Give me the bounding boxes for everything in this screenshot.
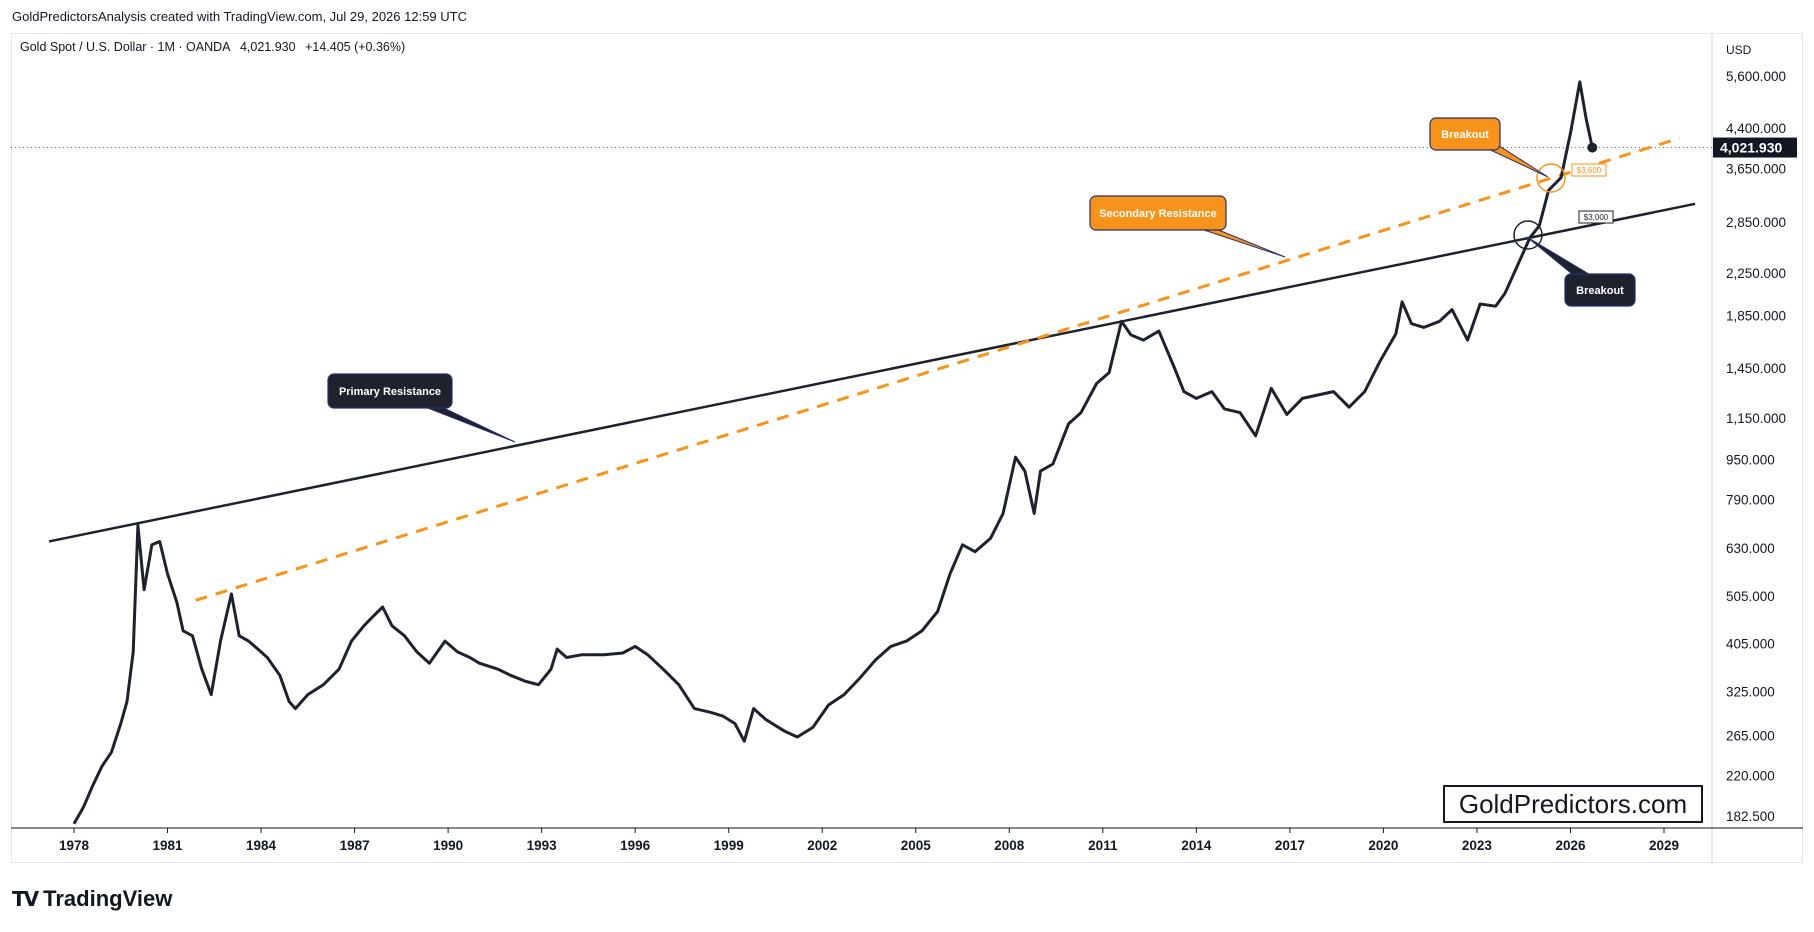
y-tick-label: 4,400.000 <box>1726 121 1786 136</box>
y-tick-label: 1,450.000 <box>1726 361 1786 376</box>
x-tick-label: 1981 <box>153 838 184 853</box>
gold-price-line[interactable] <box>72 80 1594 825</box>
x-tick-label: 2002 <box>807 838 837 853</box>
y-tick-label: 790.000 <box>1726 492 1775 507</box>
y-tick-label: 182.500 <box>1726 809 1775 824</box>
x-tick-label: 2020 <box>1368 838 1398 853</box>
price-tag-box <box>1571 163 1607 177</box>
annotation-badge[interactable] <box>327 373 453 409</box>
y-tick-label: 405.000 <box>1726 637 1775 652</box>
y-tick-label: 265.000 <box>1726 728 1775 743</box>
annotation-badge[interactable] <box>1089 195 1227 231</box>
breakout-circle-dark[interactable] <box>1513 220 1543 250</box>
secondary-resistance-trendline[interactable] <box>195 136 1681 602</box>
y-tick-label: 1,850.000 <box>1726 308 1786 323</box>
price-change: +14.405 (+0.36%) <box>305 40 406 54</box>
last-price-axis-badge <box>1713 137 1797 158</box>
last-price-value: 4,021.930 <box>239 40 296 54</box>
x-tick-label: 2011 <box>1088 838 1118 853</box>
x-tick-label: 1978 <box>59 838 90 853</box>
annotation-badge[interactable] <box>1564 273 1636 307</box>
x-tick-label: 1993 <box>527 838 558 853</box>
last-price-dot <box>1587 142 1598 153</box>
x-tick-label: 2005 <box>901 838 932 853</box>
y-tick-label: 3,650.000 <box>1726 162 1786 177</box>
x-tick-label: 2008 <box>994 838 1025 853</box>
x-tick-label: 1987 <box>340 838 370 853</box>
annotation-badge[interactable] <box>1429 117 1501 151</box>
y-tick-label: 5,600.000 <box>1726 69 1786 84</box>
annotation-label: Primary Resistance <box>339 386 441 398</box>
x-tick-label: 2017 <box>1275 838 1305 853</box>
x-tick-label: 2029 <box>1649 838 1679 853</box>
price-tag-label: $3,000 <box>1584 213 1609 222</box>
y-tick-label: 220.000 <box>1726 769 1775 784</box>
tradingview-logo-text: TradingView <box>43 886 173 911</box>
primary-resistance-trendline[interactable] <box>48 202 1696 543</box>
x-tick-label: 2023 <box>1462 838 1493 853</box>
annotation-label: Breakout <box>1576 285 1624 297</box>
x-tick-label: 2026 <box>1555 838 1586 853</box>
x-tick-label: 1990 <box>433 838 463 853</box>
y-tick-label: 1,150.000 <box>1726 411 1786 426</box>
annotation-label: Secondary Resistance <box>1099 208 1216 220</box>
x-tick-label: 1999 <box>714 838 744 853</box>
y-tick-label: 630.000 <box>1726 541 1775 556</box>
y-tick-label: 325.000 <box>1726 684 1775 699</box>
attribution-text: GoldPredictorsAnalysis created with Trad… <box>12 9 467 24</box>
x-tick-label: 2014 <box>1181 838 1212 853</box>
currency-label: USD <box>1726 43 1752 57</box>
annotation-label: Breakout <box>1441 129 1489 141</box>
chart-frame <box>11 33 1803 863</box>
y-tick-label: 950.000 <box>1726 452 1775 467</box>
last-price-axis-label: 4,021.930 <box>1720 140 1782 156</box>
price-tag-box <box>1578 210 1614 224</box>
symbol-legend: Gold Spot / U.S. Dollar · 1M · OANDA 4,0… <box>20 40 411 54</box>
x-tick-label: 1984 <box>246 838 277 853</box>
watermark-box: GoldPredictors.com <box>1443 785 1703 823</box>
y-tick-label: 505.000 <box>1726 589 1775 604</box>
watermark-text: GoldPredictors.com <box>1458 788 1688 819</box>
symbol-name[interactable]: Gold Spot / U.S. Dollar · 1M · OANDA <box>20 40 231 54</box>
price-tag-label: $3,600 <box>1577 166 1602 175</box>
breakout-circle-orange[interactable] <box>1536 163 1566 193</box>
y-tick-label: 2,850.000 <box>1726 215 1786 230</box>
x-tick-label: 1996 <box>620 838 651 853</box>
y-tick-label: 2,250.000 <box>1726 266 1786 281</box>
tradingview-logo[interactable]: 𝗧𝗩 TradingView <box>12 886 172 912</box>
tradingview-logo-icon: 𝗧𝗩 <box>12 888 39 911</box>
